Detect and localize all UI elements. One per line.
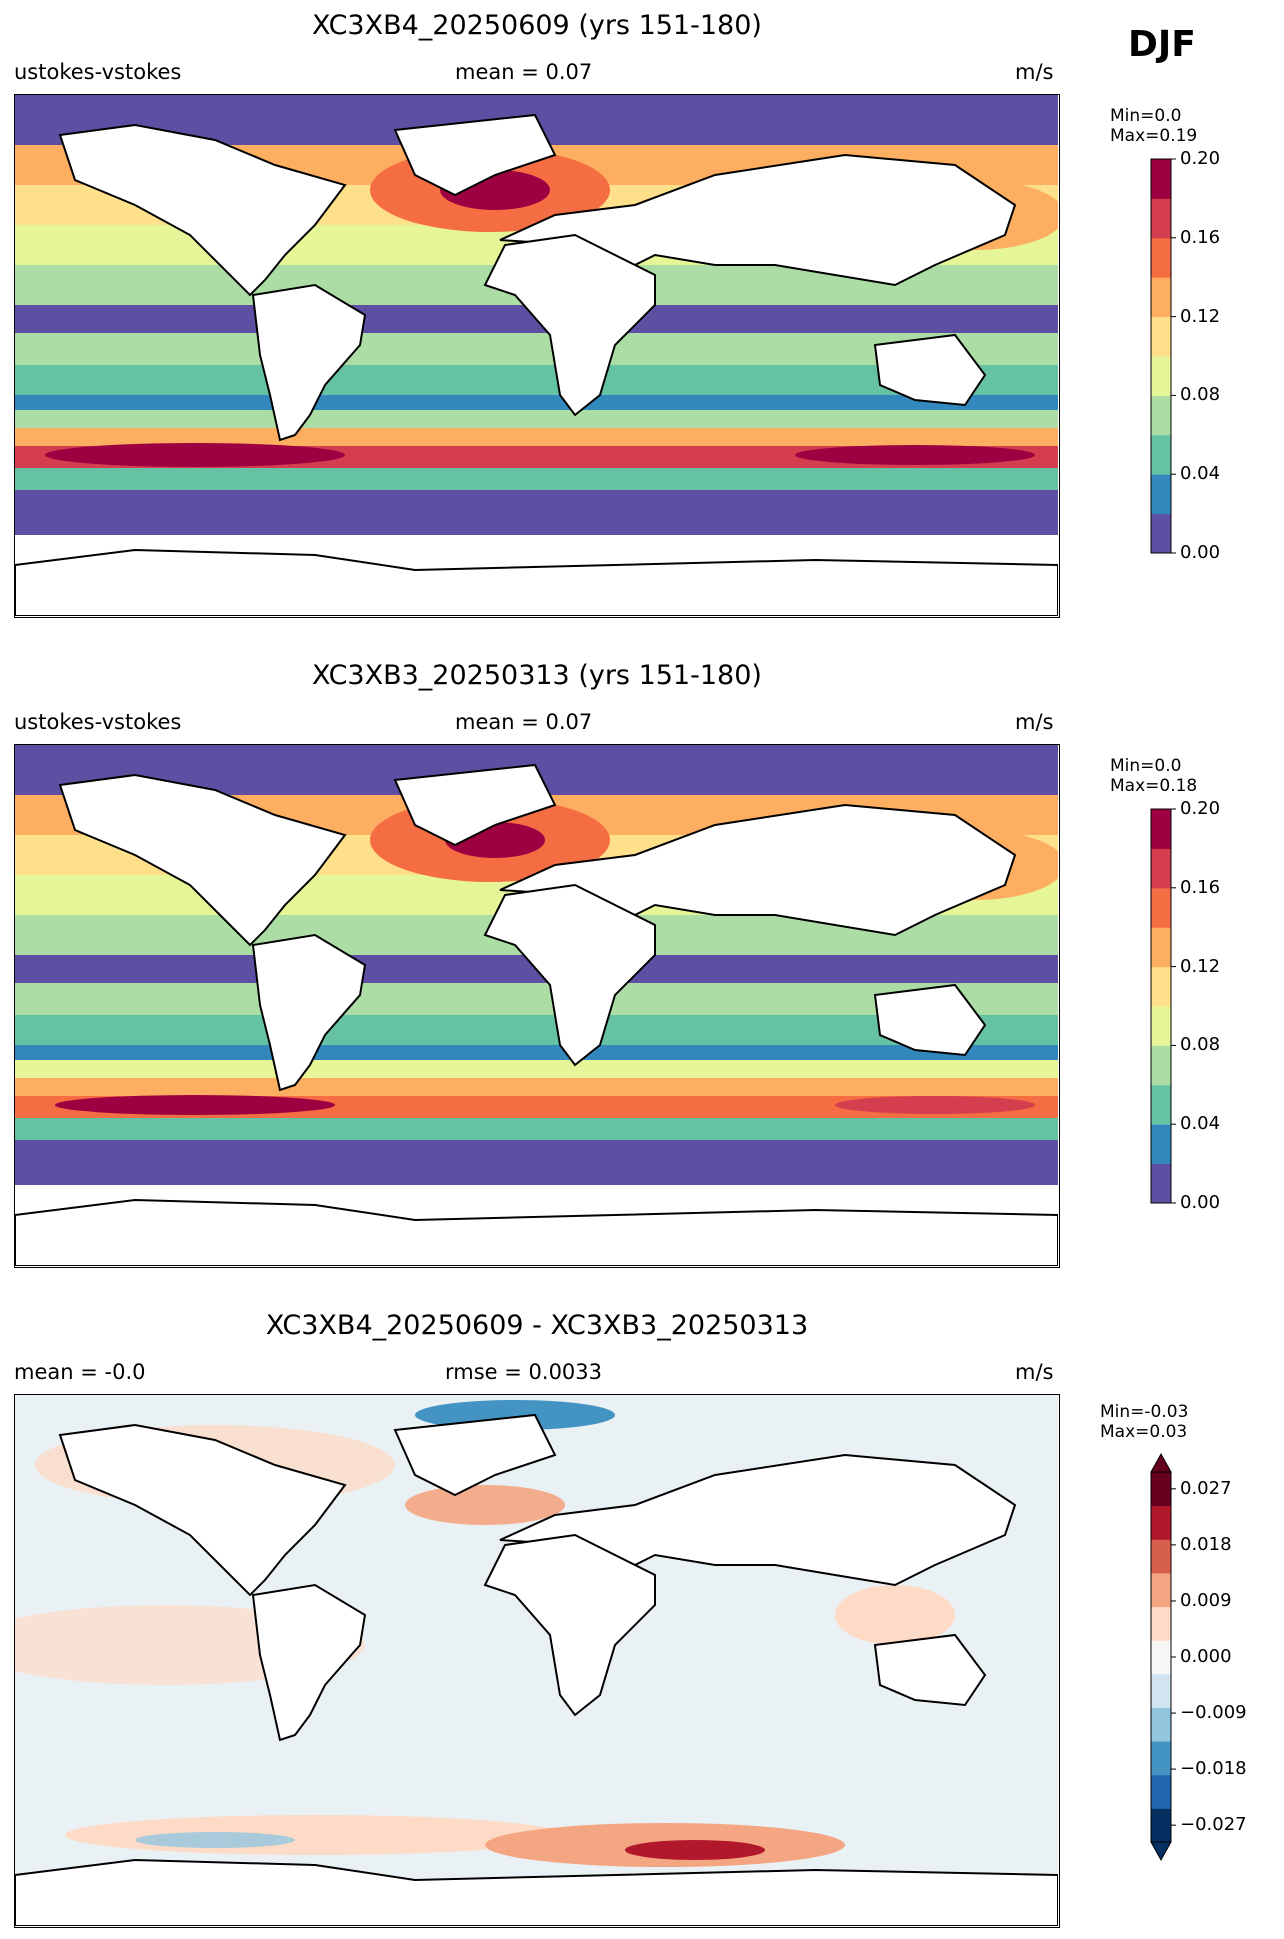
colorbar-segment	[1151, 1640, 1171, 1675]
panel-2-map	[14, 744, 1060, 1268]
panel-3-map-svg	[15, 1395, 1058, 1926]
colorbar-segment	[1151, 395, 1171, 436]
panel-3-map	[14, 1394, 1060, 1928]
colorbar-tick-label: 0.000	[1180, 1646, 1232, 1667]
panel-1-map	[14, 94, 1060, 618]
panel-3-rmse-label: rmse = 0.0033	[445, 1360, 603, 1384]
colorbar-segment	[1151, 277, 1171, 318]
panel-3-land	[15, 1413, 1058, 1926]
panel-1-min-label: Min=0.0	[1110, 106, 1182, 126]
panel-1-colorbar	[1150, 158, 1176, 554]
colorbar-segment	[1151, 809, 1171, 849]
colorbar-segment	[1151, 356, 1171, 396]
colorbar-tick-label: 0.00	[1180, 1192, 1221, 1213]
colorbar-segment	[1151, 1045, 1171, 1086]
colorbar-segment	[1151, 434, 1171, 475]
colorbar-tick-label: 0.009	[1180, 1589, 1232, 1611]
colorbar-segment	[1151, 1084, 1171, 1125]
panel-2-variable-label: ustokes-vstokes	[14, 710, 182, 734]
panel-2-min-label: Min=0.0	[1110, 756, 1182, 776]
panel-2-land	[15, 763, 1058, 1266]
panel-1-units-label: m/s	[1015, 60, 1054, 84]
colorbar-segment	[1151, 1124, 1171, 1165]
colorbar-segment	[1151, 887, 1171, 928]
colorbar-segment	[1151, 237, 1171, 278]
colorbar-segment	[1151, 848, 1171, 889]
colorbar-tick-label: −0.009	[1180, 1702, 1247, 1724]
panel-2-mean-label: mean = 0.07	[455, 710, 593, 734]
colorbar-segment	[1151, 1572, 1171, 1608]
panel-3-units-label: m/s	[1015, 1360, 1054, 1384]
colorbar-tick-label: −0.018	[1180, 1758, 1247, 1780]
panel-2-map-svg	[15, 745, 1058, 1266]
panel-2-max-label: Max=0.18	[1110, 776, 1198, 796]
panel-3-max-label: Max=0.03	[1100, 1422, 1188, 1442]
colorbar-segment	[1151, 1808, 1171, 1843]
panel-1-map-svg	[15, 95, 1058, 616]
colorbar-tick-label: 0.08	[1180, 384, 1221, 406]
colorbar-tick-label: 0.20	[1180, 148, 1221, 169]
colorbar-segment	[1151, 198, 1171, 239]
colorbar-tick-label: 0.04	[1180, 463, 1221, 485]
colorbar-tick-label: 0.027	[1180, 1477, 1232, 1499]
panel-2-colorbar	[1150, 808, 1176, 1204]
colorbar-tick-label: 0.00	[1180, 542, 1221, 563]
colorbar-tick-label: 0.20	[1180, 798, 1221, 819]
colorbar-segment	[1151, 1707, 1171, 1742]
colorbar-tick-label: 0.04	[1180, 1113, 1221, 1135]
colorbar-segment	[1151, 1539, 1171, 1574]
colorbar-segment	[1151, 1774, 1171, 1809]
panel-3-title: XC3XB4_20250609 - XC3XB3_20250313	[265, 1310, 809, 1341]
colorbar-segment	[1151, 1006, 1171, 1046]
colorbar-segment	[1151, 1472, 1171, 1507]
panel-2-title: XC3XB3_20250313 (yrs 151-180)	[312, 660, 762, 691]
panel-1-title: XC3XB4_20250609 (yrs 151-180)	[312, 10, 762, 41]
season-label: DJF	[1128, 24, 1196, 65]
colorbar-segment	[1151, 513, 1171, 554]
panel-2-units-label: m/s	[1015, 710, 1054, 734]
colorbar-segment	[1151, 1741, 1171, 1776]
panel-1-variable-label: ustokes-vstokes	[14, 60, 182, 84]
colorbar-tick-label: 0.12	[1180, 955, 1221, 977]
colorbar-segment	[1151, 316, 1171, 357]
colorbar-segment	[1151, 927, 1171, 968]
panel-1-mean-label: mean = 0.07	[455, 60, 593, 84]
colorbar-extend-min	[1150, 1841, 1172, 1862]
colorbar-tick-label: 0.16	[1180, 876, 1221, 898]
panel-1-land	[15, 113, 1058, 616]
colorbar-tick-label: 0.12	[1180, 305, 1221, 327]
panel-3-colorbar	[1150, 1452, 1176, 1862]
panel-1-max-label: Max=0.19	[1110, 126, 1198, 146]
colorbar-segment	[1151, 159, 1171, 199]
colorbar-tick-label: −0.027	[1180, 1814, 1247, 1836]
colorbar-extend-max	[1150, 1452, 1172, 1473]
colorbar-segment	[1151, 474, 1171, 515]
panel-3-mean-label: mean = -0.0	[14, 1360, 146, 1384]
colorbar-segment	[1151, 966, 1171, 1007]
colorbar-segment	[1151, 1163, 1171, 1204]
colorbar-segment	[1151, 1505, 1171, 1540]
colorbar-segment	[1151, 1673, 1171, 1708]
colorbar-tick-label: 0.018	[1180, 1533, 1232, 1555]
colorbar-tick-label: 0.16	[1180, 226, 1221, 248]
colorbar-tick-label: 0.08	[1180, 1034, 1221, 1056]
panel-3-min-label: Min=-0.03	[1100, 1402, 1189, 1422]
colorbar-segment	[1151, 1606, 1171, 1641]
